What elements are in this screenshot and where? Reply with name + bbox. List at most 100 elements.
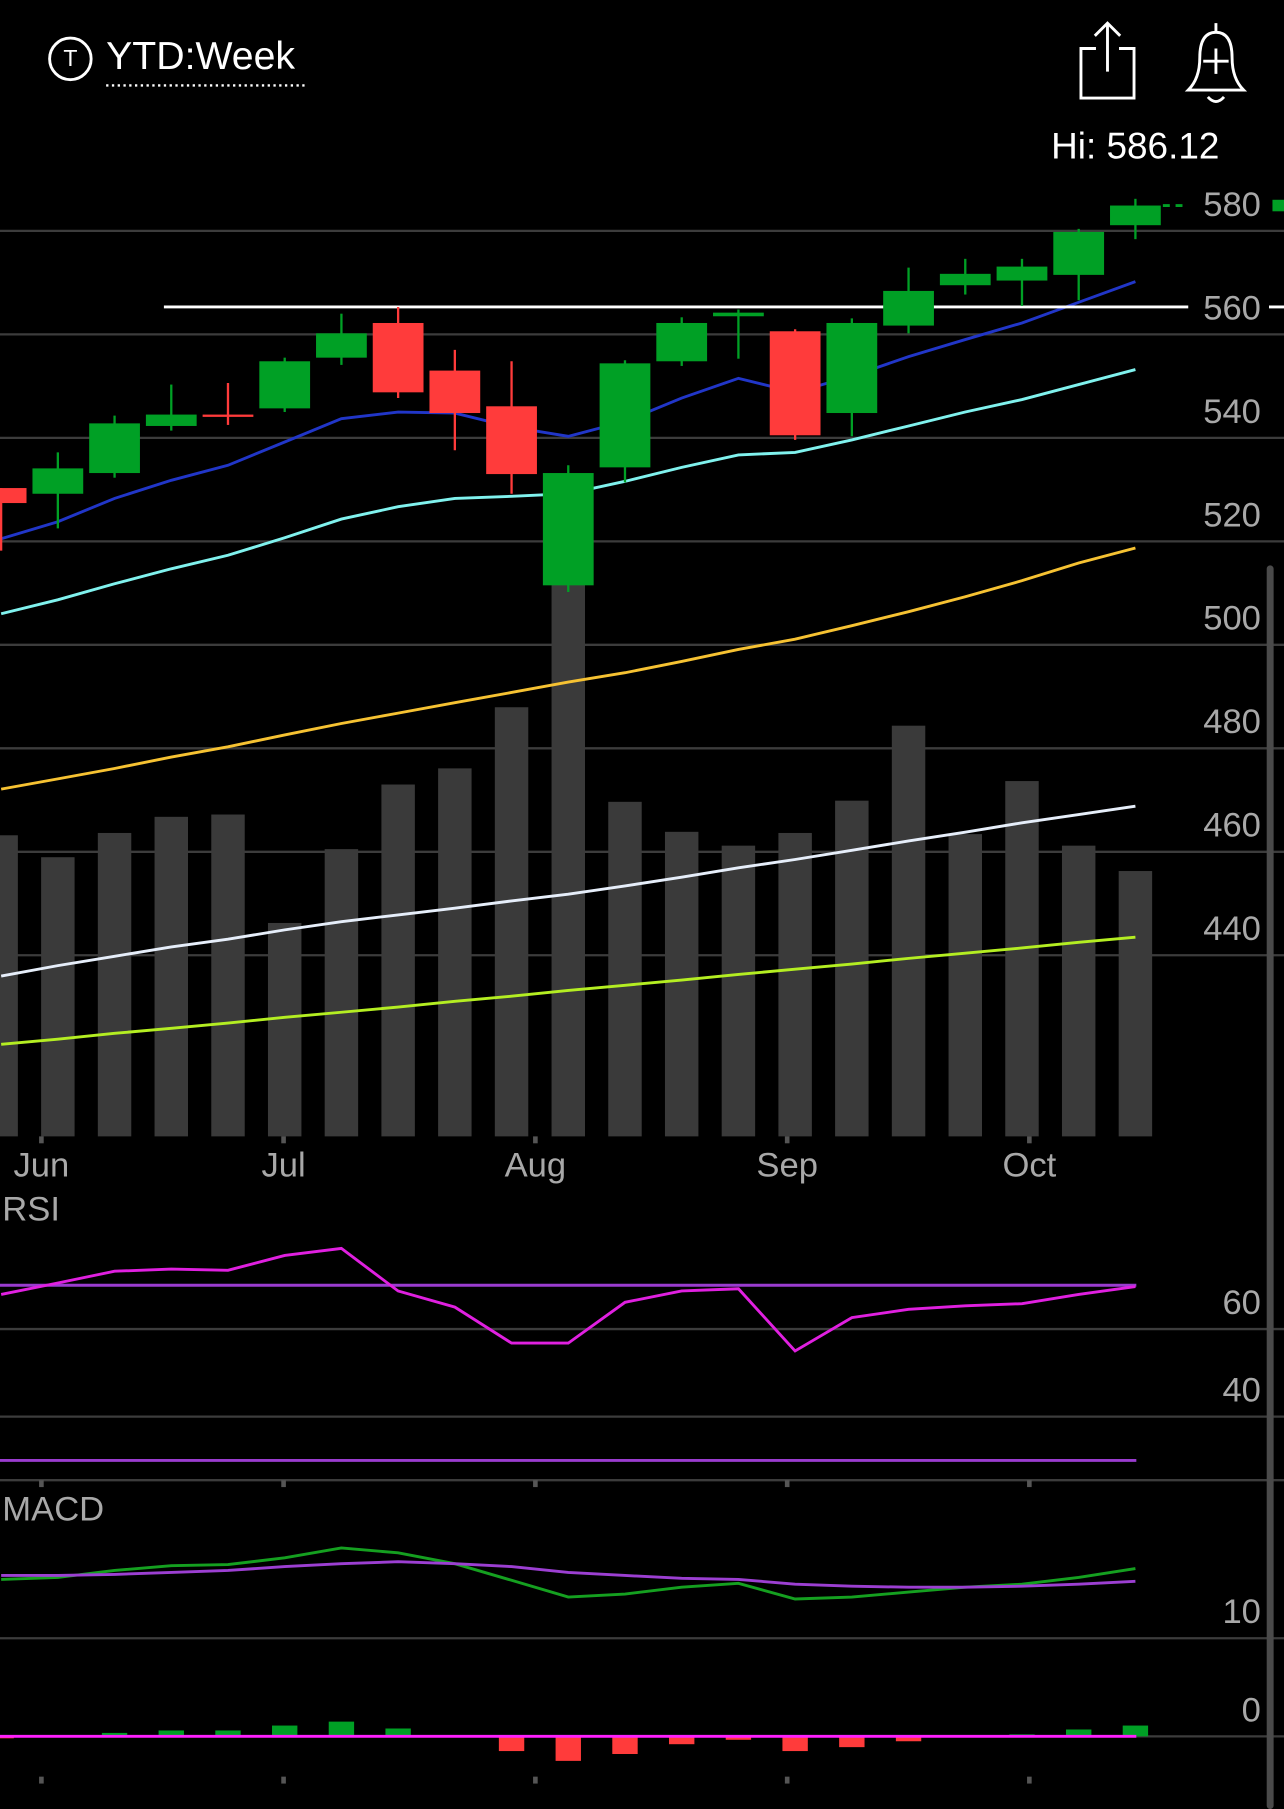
candle-body: [826, 322, 878, 414]
volume-bar: [608, 801, 642, 1137]
timeframe-icon: [48, 36, 93, 82]
alert-button[interactable]: [1184, 23, 1248, 103]
scrollbar: [1266, 565, 1274, 1809]
timeframe-icon-letter: T: [63, 45, 77, 71]
volume-bar: [211, 814, 245, 1137]
x-tick-label: Jul: [261, 1147, 305, 1185]
volume-bar: [267, 922, 302, 1137]
indicator-line: [1, 1560, 1136, 1589]
timeframe-title: YTD:Week: [106, 34, 295, 78]
y-tick-label: 40: [1222, 1372, 1260, 1410]
indicator-line: [0, 546, 1136, 791]
volume-bar: [551, 576, 585, 1137]
indicator-line: [1, 1546, 1136, 1601]
candle-body: [996, 266, 1048, 281]
volume-bar: [324, 849, 359, 1137]
x-tick-label: Oct: [1002, 1147, 1056, 1185]
volume-bar: [1005, 781, 1039, 1137]
y-tick-label: 520: [1203, 496, 1261, 534]
volume-bar: [835, 800, 869, 1137]
share-box: [1079, 47, 1136, 100]
indicator-line: [1, 935, 1136, 1046]
y-tick-label: 60: [1222, 1284, 1260, 1322]
histogram-bar: [385, 1728, 411, 1737]
candle-body: [202, 414, 254, 417]
histogram-bar: [101, 1732, 128, 1737]
volume-bar: [154, 816, 189, 1137]
volume-bar: [0, 835, 18, 1137]
candle-body: [656, 322, 708, 362]
volume-bar: [97, 832, 132, 1137]
histogram-bar: [328, 1721, 355, 1737]
candle-body: [542, 473, 594, 586]
volume-bar: [664, 831, 699, 1137]
panel-label: RSI: [2, 1191, 60, 1229]
histogram-bar: [782, 1736, 808, 1752]
candle-body: [145, 414, 197, 426]
y-tick-label: 440: [1203, 910, 1261, 948]
volume-bar: [948, 834, 982, 1137]
histogram-bar: [272, 1725, 298, 1737]
x-tick-label: Jun: [14, 1147, 70, 1185]
histogram-bar: [669, 1736, 695, 1745]
candle-body: [599, 363, 651, 468]
x-tick-label: Sep: [756, 1147, 818, 1185]
candle-body: [89, 423, 140, 474]
indicator-line: [0, 804, 1136, 978]
volume-bar: [778, 832, 812, 1137]
candle-body: [939, 273, 991, 286]
y-tick-label: 460: [1203, 807, 1261, 845]
plot-area: 580 560 540 520 500 480 460 440 Jun Jul Aug Sep Oct 6…: [0, 186, 1284, 1784]
candle-body: [769, 331, 821, 436]
share-arrow: [1093, 21, 1122, 72]
histogram-bar: [1066, 1729, 1092, 1737]
y-tick-label: 10: [1222, 1593, 1260, 1631]
volume-bar: [891, 725, 926, 1137]
candle-body: [1110, 205, 1161, 226]
panel-label: MACD: [2, 1490, 104, 1528]
timeframe-button[interactable]: T YTD:Week: [48, 34, 306, 87]
bell-plus: [1203, 23, 1229, 103]
histogram-bar: [158, 1730, 184, 1737]
histogram-bar: [215, 1730, 241, 1737]
volume-bar: [438, 768, 472, 1137]
volume-bar: [1061, 845, 1096, 1137]
histogram-bar: [725, 1736, 752, 1740]
y-tick-label: 0: [1242, 1691, 1261, 1729]
y-tick-label: 580: [1203, 186, 1261, 224]
histogram-bar: [612, 1736, 638, 1755]
candle-body: [429, 370, 481, 414]
share-button[interactable]: [1079, 21, 1136, 100]
y-tick-label: 500: [1203, 600, 1261, 638]
volume-bar: [721, 845, 756, 1137]
last-price-tag: [1272, 199, 1284, 212]
high-label: Hi: 586.12: [1051, 126, 1219, 167]
histogram-bar: [498, 1736, 525, 1752]
histogram-bar: [1122, 1725, 1149, 1737]
candle-body: [883, 290, 934, 326]
histogram-bar: [895, 1736, 922, 1742]
candle-body: [259, 361, 311, 409]
candle-body: [372, 322, 424, 393]
histogram-bar: [839, 1736, 865, 1748]
candle-body: [32, 468, 84, 494]
volume-bar: [381, 784, 415, 1137]
candle-body: [316, 333, 367, 358]
volume-bar: [41, 857, 75, 1137]
bell-body: [1184, 30, 1248, 92]
candle-body: [1053, 231, 1105, 275]
y-tick-label: 480: [1203, 703, 1261, 741]
indicator-line: [0, 280, 1136, 541]
candle-body: [486, 406, 537, 475]
candle-body: [0, 488, 27, 504]
y-tick-label: 540: [1203, 393, 1261, 431]
indicator-line: [0, 1246, 1136, 1353]
volume-bar: [1118, 871, 1153, 1137]
y-tick-label: 560: [1203, 289, 1261, 327]
candle-body: [713, 312, 764, 317]
histogram-bar: [555, 1736, 581, 1761]
volume-bar: [494, 707, 529, 1137]
x-tick-label: Aug: [505, 1147, 567, 1185]
